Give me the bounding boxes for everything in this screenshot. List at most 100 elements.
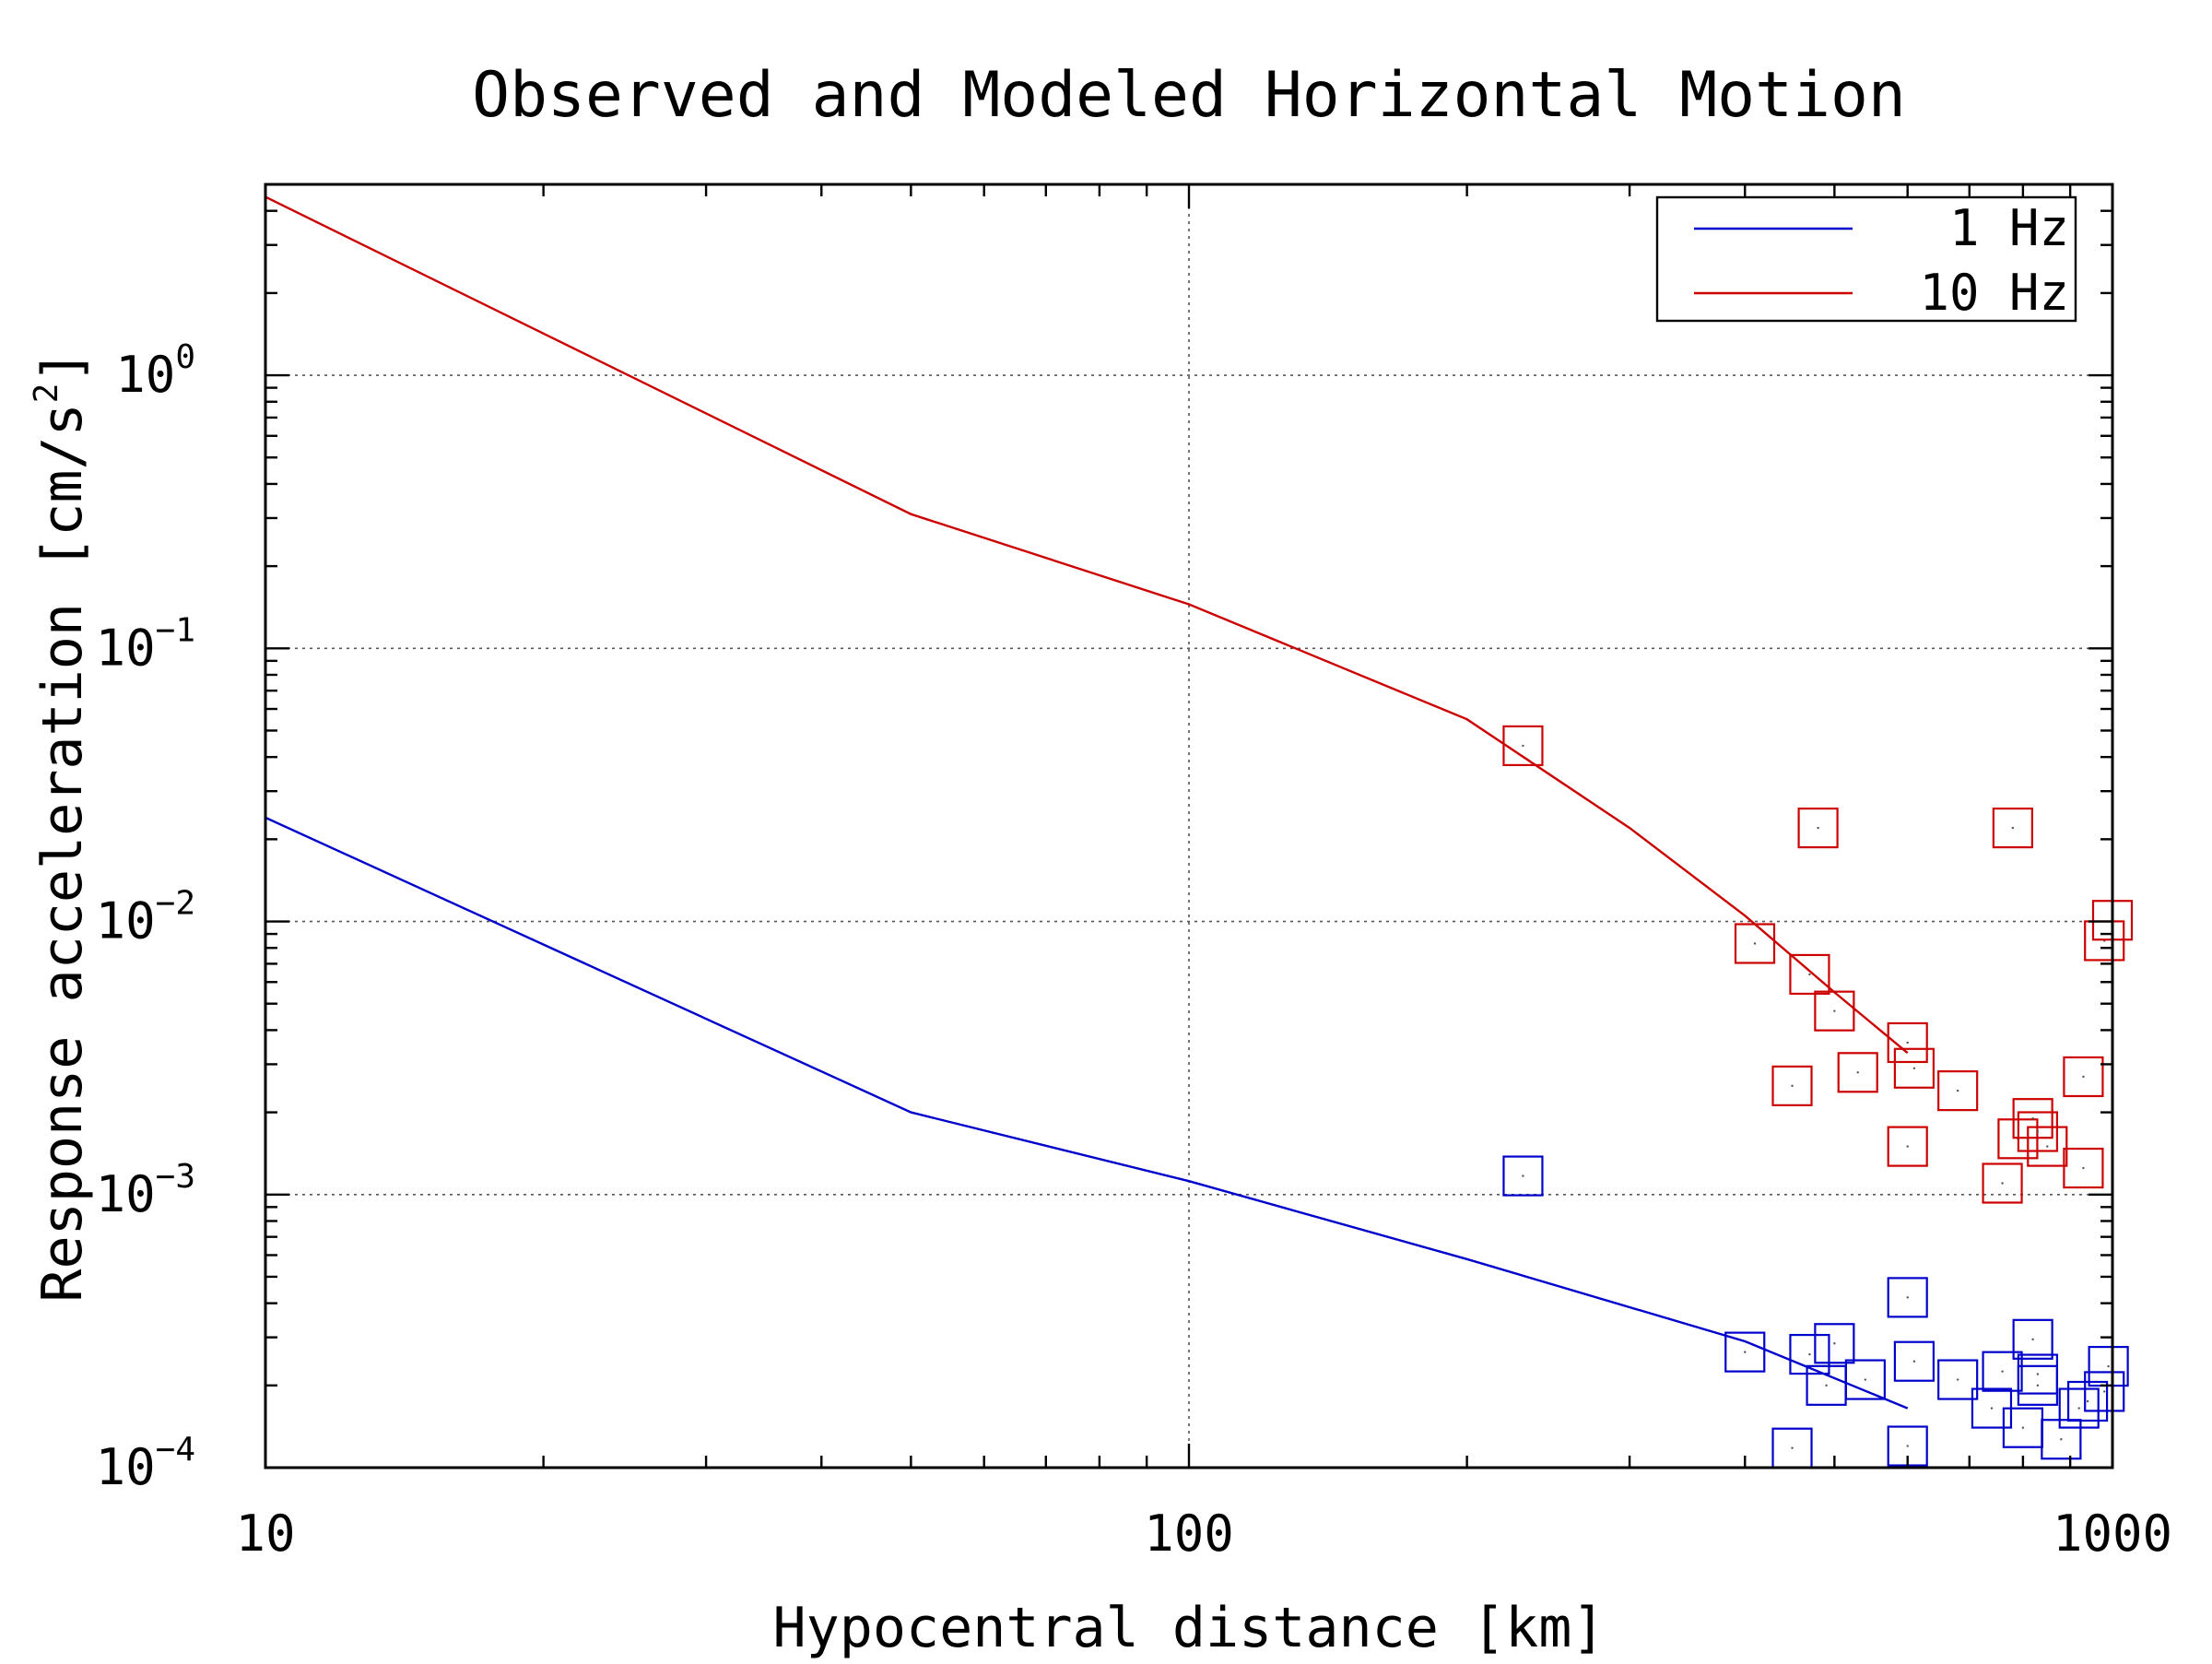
observed-point xyxy=(2017,1111,2059,1152)
observed-point xyxy=(1789,1333,1830,1375)
observed-point-center xyxy=(2077,1407,2080,1410)
observed-point-center xyxy=(2031,1116,2034,1120)
x-tick-label: 10 xyxy=(235,1505,295,1563)
observed-point-center xyxy=(1833,1009,1836,1012)
legend-label: 1 Hz xyxy=(1949,199,2069,257)
observed-point xyxy=(1814,1323,1855,1364)
observed-point xyxy=(1724,1331,1766,1373)
y-tick-base: 10 xyxy=(96,1165,156,1223)
observed-point-center xyxy=(2011,826,2015,830)
y-tick-exponent: −4 xyxy=(156,1431,195,1469)
observed-point xyxy=(2012,1098,2053,1139)
y-tick-exponent: 0 xyxy=(175,338,195,376)
observed-point-center xyxy=(1956,1089,1959,1092)
observed-point-center xyxy=(1856,1071,1859,1074)
plot-frame xyxy=(264,183,2114,1469)
series-1-hz xyxy=(265,816,2129,1469)
y-axis-label: Response acceleration [cm/s2] xyxy=(28,349,95,1302)
observed-point-center xyxy=(1864,1378,1867,1381)
observed-point xyxy=(1814,990,1855,1032)
observed-point-center xyxy=(1906,1145,1909,1148)
observed-point-center xyxy=(2001,1370,2004,1373)
y-tick-exponent: −1 xyxy=(156,611,195,649)
observed-point xyxy=(1789,953,1830,996)
y-tick-label: 100 xyxy=(115,338,195,404)
observed-point-center xyxy=(2107,1364,2110,1368)
y-tick-label: 10−2 xyxy=(96,885,195,950)
observed-point-center xyxy=(1791,1084,1794,1088)
observed-point xyxy=(2063,1056,2104,1098)
observed-point xyxy=(2066,1380,2109,1422)
observed-point-center xyxy=(2046,1145,2049,1148)
observed-point xyxy=(1937,1070,1979,1112)
observed-point-center xyxy=(1906,1445,1909,1447)
y-tick-base: 10 xyxy=(96,619,156,677)
observed-point-center xyxy=(2036,1373,2040,1375)
y-axis-label-end: ] xyxy=(30,349,95,383)
y-tick-label: 10−1 xyxy=(96,611,195,677)
observed-point xyxy=(1734,923,1776,964)
observed-point-center xyxy=(2001,1182,2004,1185)
observed-point-center xyxy=(1956,1378,1959,1381)
series-10-hz xyxy=(265,195,2134,1204)
observed-point xyxy=(2012,1318,2053,1360)
observed-point xyxy=(2027,1126,2068,1167)
observed-point xyxy=(1982,1162,2023,1204)
observed-point-center xyxy=(2082,1166,2085,1170)
y-tick-label: 10−3 xyxy=(96,1158,195,1223)
observed-point-center xyxy=(1906,1041,1909,1044)
observed-point-center xyxy=(1744,1351,1747,1353)
observed-point xyxy=(1887,1126,1928,1167)
observed-point-center xyxy=(2031,1338,2034,1341)
observed-point-center xyxy=(2086,1399,2089,1403)
observed-point-center xyxy=(1912,1360,1916,1363)
observed-point xyxy=(1771,1065,1813,1106)
x-tick-label: 100 xyxy=(1144,1505,1234,1563)
observed-point xyxy=(2058,1387,2100,1429)
y-tick-base: 10 xyxy=(115,346,175,404)
observed-point xyxy=(2017,1364,2059,1406)
observed-point-center xyxy=(2060,1438,2063,1441)
observed-point-center xyxy=(2082,1075,2085,1079)
observed-point-center xyxy=(1833,1342,1836,1345)
y-tick-base: 10 xyxy=(96,1438,156,1496)
model-line xyxy=(265,816,1909,1410)
y-axis-label-text: Response acceleration [cm/s xyxy=(30,403,95,1302)
observed-point xyxy=(1887,1021,1928,1064)
observed-point xyxy=(1797,807,1839,849)
observed-point xyxy=(1502,725,1544,767)
observed-point xyxy=(1844,1359,1886,1400)
observed-point xyxy=(1982,1351,2023,1392)
model-line xyxy=(265,195,1909,1055)
observed-point-center xyxy=(2036,1384,2040,1387)
axis-ticks xyxy=(264,183,2112,1469)
observed-point xyxy=(1837,1052,1878,1093)
observed-point-center xyxy=(2103,1390,2106,1393)
observed-point xyxy=(1893,1047,1936,1089)
observed-point xyxy=(1887,1277,1928,1318)
observed-point-center xyxy=(2021,1426,2025,1429)
legend-box xyxy=(1655,195,2077,323)
y-axis-label-sup: 2 xyxy=(28,384,65,404)
observed-point-center xyxy=(1791,1446,1794,1449)
observed-point-center xyxy=(1990,1407,1994,1410)
chart-title: Observed and Modeled Horizontal Motion xyxy=(472,59,1906,132)
y-tick-label: 10−4 xyxy=(96,1431,195,1496)
x-axis-label: Hypocentral distance [km] xyxy=(772,1596,1605,1659)
y-tick-exponent: −2 xyxy=(156,885,195,923)
legend: 1 Hz 10 Hz xyxy=(1655,195,2077,323)
observed-point-center xyxy=(1522,744,1524,748)
legend-label: 10 Hz xyxy=(1919,264,2069,322)
observed-point-center xyxy=(2036,1130,2040,1133)
observed-point xyxy=(2041,1419,2082,1460)
observed-point xyxy=(1893,1340,1936,1382)
observed-point-center xyxy=(1817,826,1819,830)
observed-point-center xyxy=(1753,942,1757,945)
observed-point xyxy=(2063,1147,2104,1189)
observed-point xyxy=(1992,807,2033,849)
observed-point-center xyxy=(1912,1067,1916,1069)
observed-point xyxy=(1502,1155,1544,1197)
